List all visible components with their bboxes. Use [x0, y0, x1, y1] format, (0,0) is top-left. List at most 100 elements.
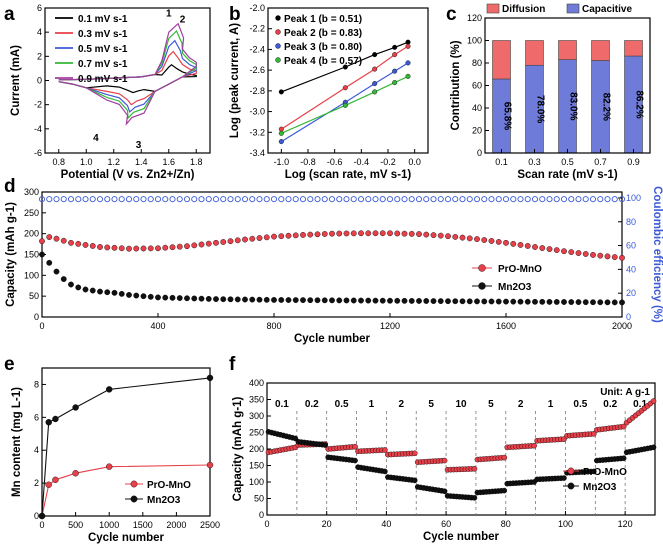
panel-e-legend-swatch: [130, 480, 138, 488]
panel-c-bar-diffusion: [624, 40, 643, 57]
panel-d-capacity-point: [423, 298, 430, 304]
panel-f-capacity-point: [650, 444, 657, 451]
panel-d-capacity-point: [314, 297, 321, 304]
panel-d-legend-swatch: [478, 264, 486, 272]
panel-label-a: a: [4, 4, 15, 25]
panel-f-unit-label: Unit: A g-1: [600, 387, 650, 398]
panel-b-point: [342, 64, 348, 70]
panel-b-xtick-label: 0.0: [408, 157, 421, 167]
panel-d-capacity-point: [495, 298, 502, 305]
panel-d-capacity-point: [524, 298, 531, 305]
panel-d-capacity-point: [452, 233, 459, 240]
panel-f-rate-label: 0.2: [305, 399, 319, 410]
panel-d-xtick-label: 2000: [612, 321, 632, 331]
panel-a-ytick-label: -2: [34, 100, 42, 110]
panel-d-capacity-point: [220, 239, 227, 245]
panel-d-ce-point: [546, 196, 553, 203]
panel-f-capacity-point: [501, 487, 508, 494]
panel-d-capacity-point: [53, 235, 60, 242]
panel-b-point: [405, 39, 411, 45]
panel-d-xtick-label: 1600: [496, 321, 516, 331]
panel-b-point: [278, 139, 284, 145]
panel-d-capacity-point: [379, 230, 386, 237]
panel-f-ytick-label: 400: [249, 378, 264, 388]
panel-a-peak-label: 4: [93, 133, 99, 144]
panel-b-point: [342, 85, 348, 91]
panel-d-capacity-point: [184, 295, 190, 302]
panel-d-ce-point: [140, 196, 147, 203]
panel-d-ytick-label: 300: [24, 187, 39, 197]
panel-d-ce-point: [256, 196, 263, 203]
panel-d-capacity-point: [278, 297, 285, 303]
panel-f-capacity-point: [322, 442, 329, 448]
panel-b-point: [372, 66, 378, 72]
panel-d-capacity-point: [140, 293, 147, 300]
panel-c-bar-diffusion: [558, 40, 577, 60]
panel-b-point: [278, 130, 284, 136]
panel-b: -1.0 -0.8 -0.6 -0.4 -0.2 0.0 -2.0 -2.2 -2.4 -2.6 -…: [229, 3, 429, 181]
panel-d-capacity-point: [162, 294, 169, 301]
panel-f-xtick-label: 0: [264, 519, 269, 529]
panel-d-capacity-point: [307, 297, 314, 304]
panel-d-capacity-point: [568, 299, 575, 305]
panel-e-point: [105, 386, 113, 393]
panel-f-capacity-point: [650, 398, 657, 404]
panel-d-capacity-point: [517, 298, 524, 305]
panel-d-ce-point: [75, 196, 82, 203]
panel-d-y2tick-label: 40: [626, 264, 636, 274]
panel-d-xtick-label: 400: [150, 321, 165, 331]
panel-d-ce-point: [575, 196, 582, 203]
panel-d-capacity-point: [176, 243, 183, 250]
panel-d-capacity-point: [198, 295, 205, 302]
panel-d-capacity-point: [242, 236, 248, 243]
panel-d-capacity-point: [604, 299, 611, 306]
panel-d-ce-point: [495, 196, 502, 203]
panel-f-legend-label: PrO-MnO: [583, 467, 627, 478]
panel-b-legend-swatch: [275, 43, 281, 49]
panel-c-xtick-label: 0.3: [528, 157, 541, 167]
panel-f-rate-label: 1: [548, 399, 554, 410]
panel-b-legend-swatch: [275, 29, 281, 35]
panel-f-capacity-point: [441, 488, 448, 495]
panel-b-point: [405, 73, 411, 79]
panel-d-ce-point: [307, 196, 314, 203]
panel-e: 0 500 1000 1500 2000 2500 0 2 4 6 8 Cycle number Mn …: [11, 367, 220, 544]
panel-d-capacity-point: [575, 250, 582, 256]
panel-b-ytick-label: -3.2: [249, 127, 265, 137]
panel-d-ce-point: [524, 196, 531, 203]
panel-d-ce-point: [415, 196, 423, 203]
panel-e-point: [52, 476, 59, 484]
panel-b-xtick-label: -0.2: [380, 157, 396, 167]
panel-d-ce-point: [299, 196, 307, 203]
panel-d-capacity-point: [590, 299, 596, 306]
panel-d-capacity-point: [474, 236, 480, 242]
panel-d-ce-point: [618, 196, 626, 203]
panel-b-point: [392, 68, 398, 74]
panel-d-capacity-point: [60, 276, 67, 282]
panel-d-capacity-point: [162, 244, 169, 251]
panel-e-point: [52, 415, 59, 423]
panel-f-legend-label: Mn2O3: [583, 482, 617, 493]
panel-d-ce-point: [198, 196, 205, 203]
panel-f-capacity-point: [471, 495, 478, 501]
panel-d-capacity-point: [75, 284, 82, 291]
panel-d-capacity-point: [104, 289, 111, 296]
panel-d-ce-point: [234, 196, 241, 203]
panel-b-legend-swatch: [275, 57, 281, 63]
panel-d-capacity-point: [372, 230, 379, 237]
panel-label-c: c: [446, 4, 457, 25]
panel-d-ce-point: [205, 196, 212, 203]
panel-f-capacity-point: [471, 465, 478, 472]
panel-d-ytick-label: 100: [24, 270, 39, 280]
panel-d-capacity-point: [147, 293, 154, 300]
panel-d-capacity-point: [111, 289, 118, 296]
panel-d-capacity-point: [60, 237, 67, 244]
panel-d-capacity-point: [488, 238, 495, 244]
panel-d-capacity-point: [416, 298, 422, 304]
panel-c-data-label: 82.2%: [601, 93, 612, 121]
panel-a-frame: [44, 7, 211, 154]
panel-d-capacity-point: [350, 297, 357, 304]
panel-d-capacity-point: [321, 231, 328, 237]
panel-b-frame: [267, 7, 429, 154]
panel-d-capacity-point: [82, 286, 89, 293]
